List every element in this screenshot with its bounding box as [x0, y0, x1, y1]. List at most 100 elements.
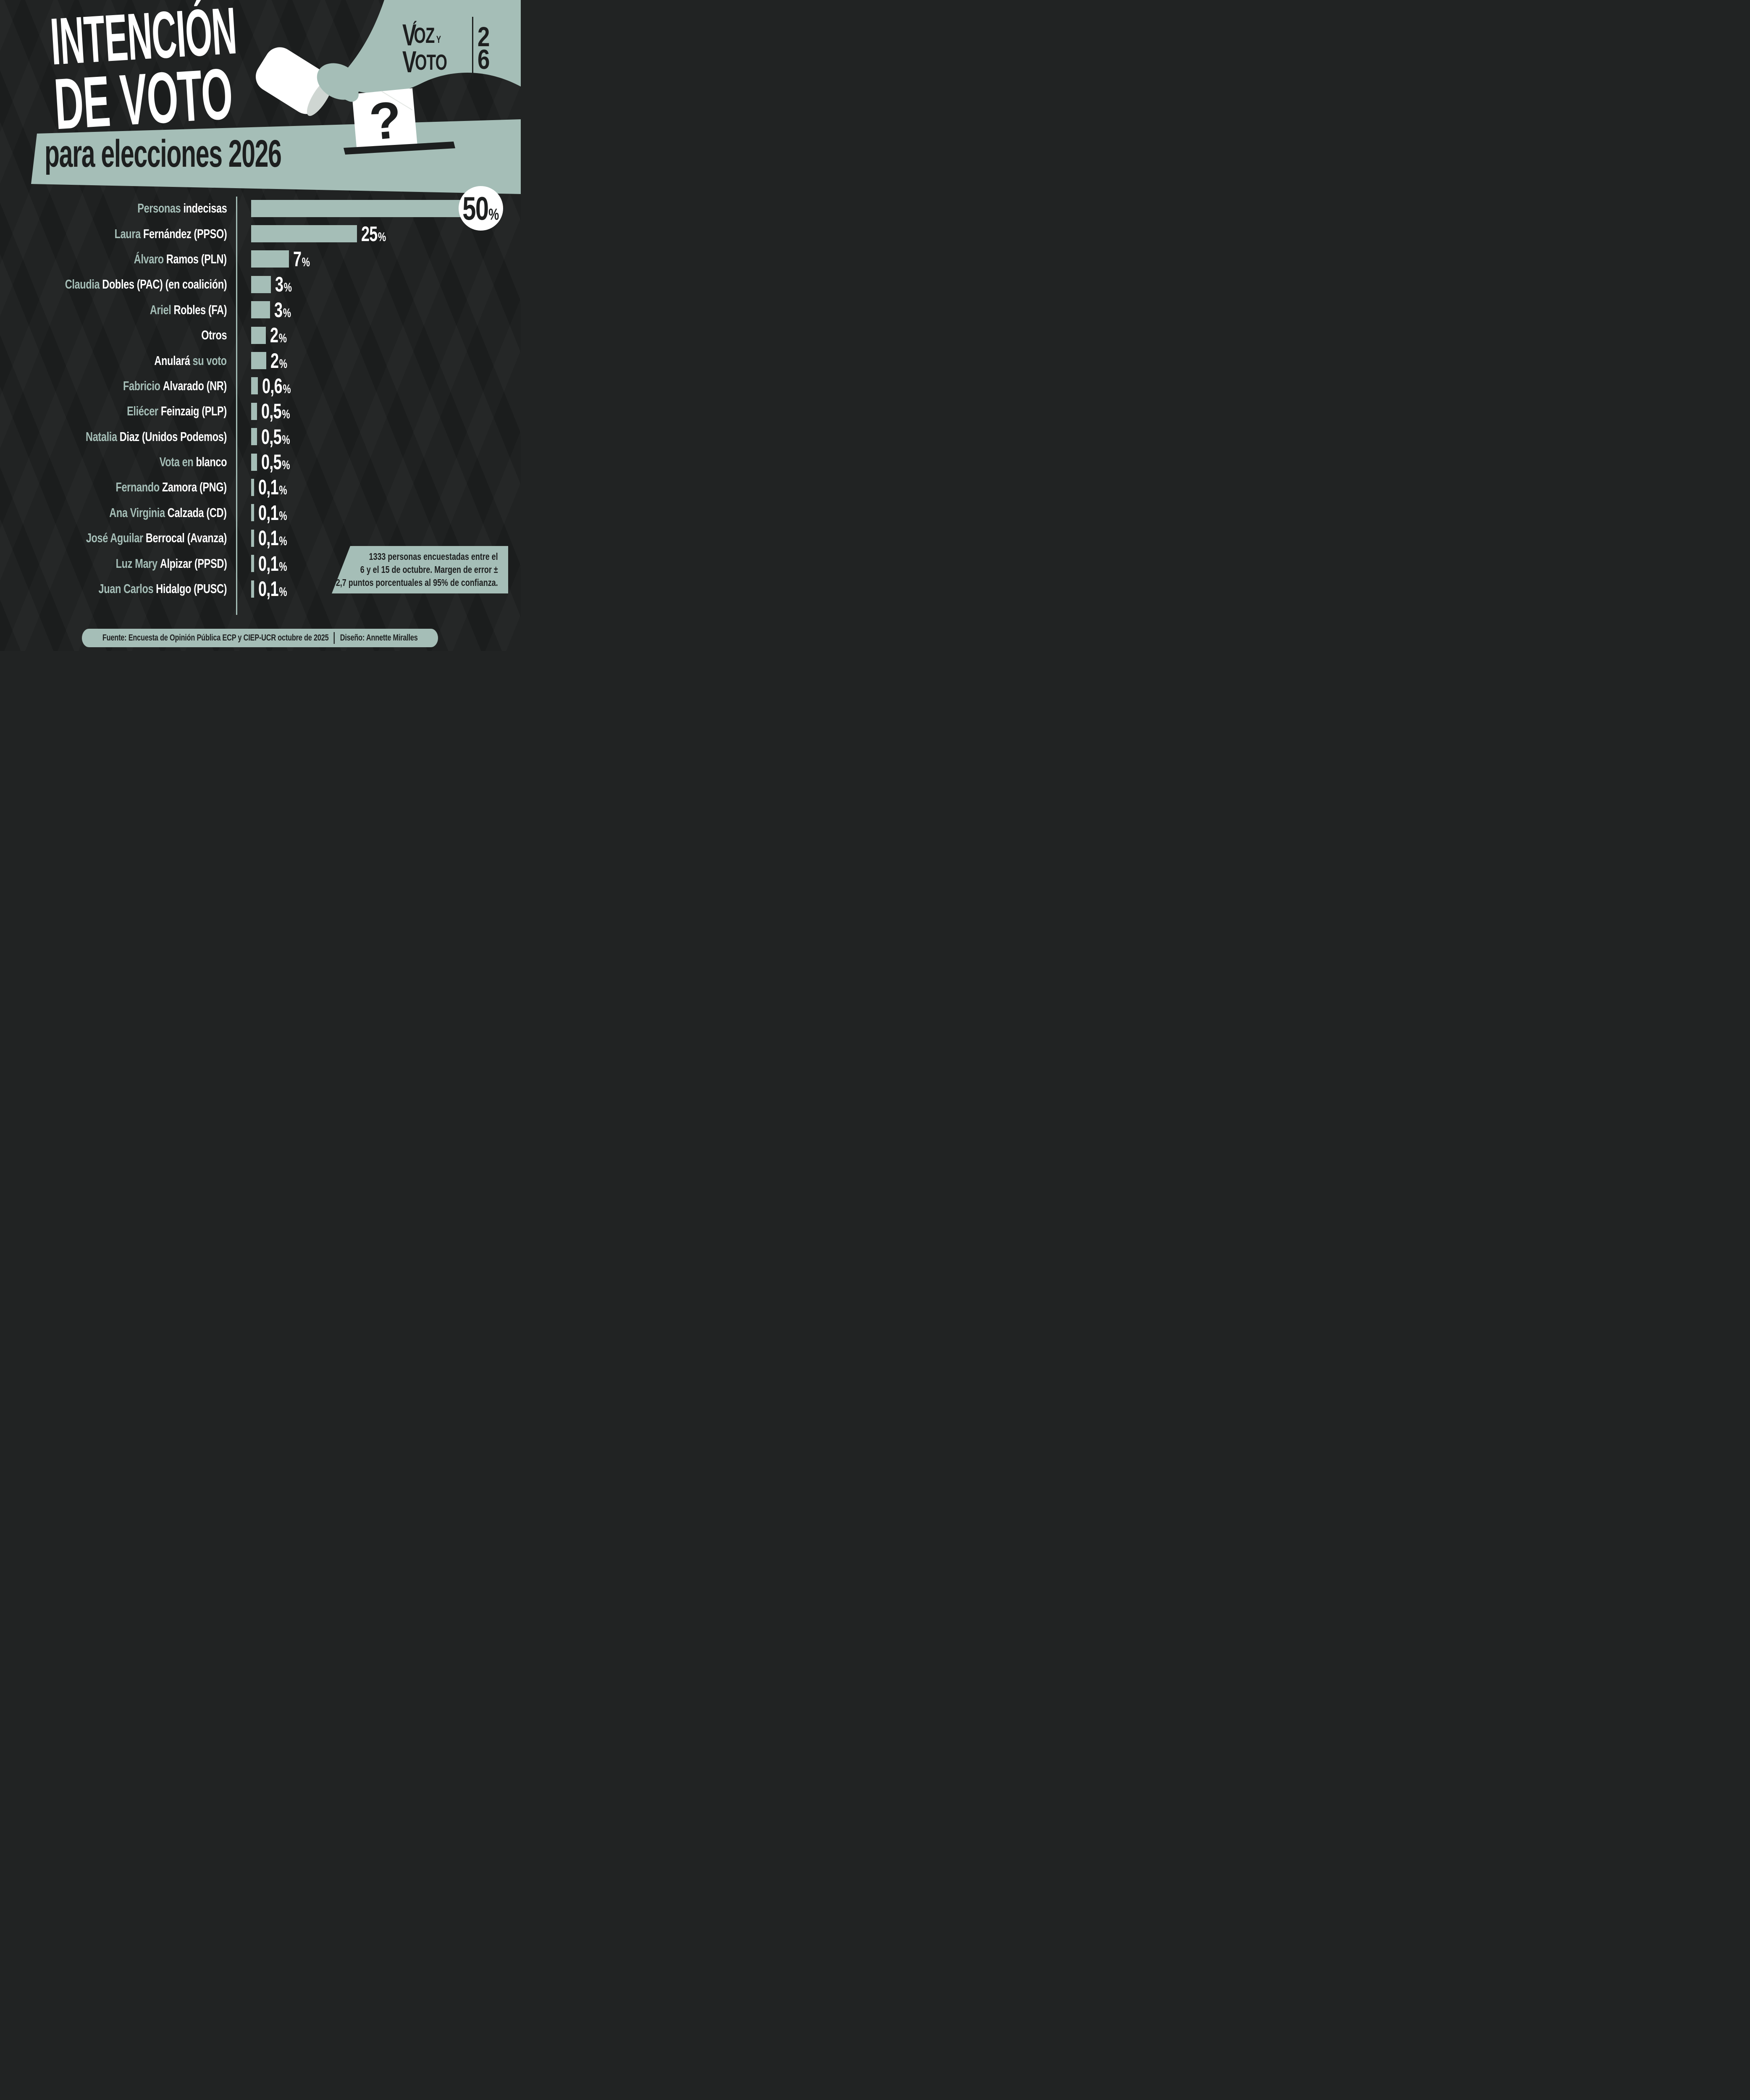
- row-value: 3%: [274, 299, 291, 320]
- value-percent-sign: %: [378, 230, 386, 244]
- row-label: Laura Fernández (PPSO): [0, 226, 227, 242]
- value-percent-sign: %: [279, 585, 287, 599]
- row-bar: [251, 276, 271, 293]
- chart-row: Ariel Robles (FA) 3%: [0, 297, 521, 323]
- row-bar: [251, 225, 357, 243]
- row-bar: [251, 326, 266, 344]
- chart-row: Natalia Diaz (Unidos Podemos) 0,5%: [0, 424, 521, 449]
- value-percent-sign: %: [278, 331, 287, 346]
- circle-percent-sign: %: [488, 206, 499, 223]
- chart-row: Luz Mary Alpizar (PPSD) 0,1%: [0, 551, 521, 576]
- logo-words: V´OZ Y VOTO: [402, 16, 466, 80]
- page-title: INTENCIÓN DE VOTO: [48, 0, 413, 144]
- row-bar: [251, 200, 461, 217]
- row-value-circle: 50%: [459, 186, 503, 231]
- row-label: Fabricio Alvarado (NR): [0, 378, 227, 394]
- row-label-rest: Feinzaig (PLP): [161, 404, 227, 419]
- row-label-accent: Personas: [137, 201, 181, 216]
- value-number: 0,5: [261, 425, 282, 449]
- chart-row: Anulará su voto 2%: [0, 348, 521, 373]
- row-bar: [251, 301, 270, 319]
- row-label-rest: Otros: [201, 328, 227, 343]
- banner-subtitle: para elecciones 2026: [45, 132, 282, 175]
- row-label-accent: Laura: [114, 226, 141, 241]
- value-percent-sign: %: [279, 509, 287, 523]
- row-bar: [251, 580, 254, 598]
- chart-row: Eliécer Feinzaig (PLP) 0,5%: [0, 399, 521, 424]
- row-bar: [251, 453, 257, 471]
- row-label: Natalia Diaz (Unidos Podemos): [0, 429, 227, 444]
- row-label-rest: Alpizar (PPSD): [160, 556, 227, 571]
- row-label-rest: blanco: [196, 454, 227, 470]
- row-label-accent: Eliécer: [127, 404, 158, 419]
- design-credit-text: Diseño: Annette Miralles: [340, 633, 418, 643]
- value-percent-sign: %: [283, 281, 292, 295]
- row-label: Eliécer Feinzaig (PLP): [0, 404, 227, 419]
- row-label-rest: Anulará: [154, 353, 190, 368]
- chart-row: Laura Fernández (PPSO) 25%: [0, 221, 521, 246]
- row-label-accent: Ariel: [150, 302, 171, 317]
- voz-y-voto-logo: V´OZ Y VOTO 2 6: [402, 16, 493, 80]
- value-number: 0,6: [262, 374, 283, 398]
- row-label-rest: Berrocal (Avanza): [145, 530, 227, 546]
- row-label-accent: Juan Carlos: [98, 581, 154, 596]
- value-percent-sign: %: [279, 559, 287, 574]
- chart-row: Otros 2%: [0, 323, 521, 348]
- row-value: 0,5%: [261, 452, 290, 472]
- row-label: Ana Virginia Calzada (CD): [0, 505, 227, 520]
- source-ribbon: Fuente: Encuesta de Opinión Pública ECP …: [82, 629, 438, 647]
- row-value: 25%: [361, 223, 386, 244]
- value-number: 0,1: [258, 526, 279, 550]
- row-label: Claudia Dobles (PAC) (en coalición): [0, 277, 227, 292]
- row-label-accent: su voto: [192, 353, 227, 368]
- value-number: 0,5: [261, 450, 282, 474]
- logo-divider: [472, 17, 473, 79]
- chart-row: Fabricio Alvarado (NR) 0,6%: [0, 373, 521, 399]
- value-number: 2: [270, 323, 278, 347]
- value-number: 25: [361, 222, 378, 246]
- row-label-rest: Diaz (Unidos Podemos): [119, 429, 227, 444]
- methodology-line-1: 1333 personas encuestadas entre el: [369, 551, 498, 562]
- row-label: Fernando Zamora (PNG): [0, 480, 227, 495]
- banner-band: para elecciones 2026: [31, 119, 521, 194]
- row-label: Juan Carlos Hidalgo (PUSC): [0, 581, 227, 596]
- logo-year-bottom: 6: [477, 44, 490, 75]
- row-label: Álvaro Ramos (PLN): [0, 252, 227, 267]
- infographic-poster: para elecciones 2026 ? V´OZ Y VOTO 2 6: [0, 0, 521, 651]
- chart-row: Juan Carlos Hidalgo (PUSC) 0,1%: [0, 576, 521, 601]
- chart-row: Claudia Dobles (PAC) (en coalición) 3%: [0, 272, 521, 297]
- methodology-note: 1333 personas encuestadas entre el 6 y e…: [332, 546, 508, 593]
- value-percent-sign: %: [279, 534, 287, 549]
- methodology-line-2: 6 y el 15 de octubre. Margen de error ±: [360, 564, 498, 575]
- row-label-accent: Luz Mary: [115, 556, 157, 571]
- chart-row: Ana Virginia Calzada (CD) 0,1%: [0, 500, 521, 525]
- row-value: 0,1%: [258, 528, 287, 549]
- row-value: 0,1%: [258, 502, 287, 523]
- row-label-accent: José Aguilar: [86, 530, 143, 546]
- row-label-rest: Alvarado (NR): [163, 378, 227, 393]
- chart-row: Fernando Zamora (PNG) 0,1%: [0, 475, 521, 500]
- row-label-rest: Robles (FA): [173, 302, 227, 317]
- row-value: 0,6%: [262, 375, 291, 396]
- row-label-rest: Calzada (CD): [168, 505, 227, 520]
- value-percent-sign: %: [279, 357, 287, 371]
- source-text: Fuente: Encuesta de Opinión Pública ECP …: [102, 633, 329, 643]
- value-percent-sign: %: [283, 382, 291, 396]
- row-value: 3%: [275, 274, 292, 295]
- logo-year: 2 6: [478, 16, 493, 80]
- row-value: 0,1%: [258, 553, 287, 574]
- value-number: 0,1: [258, 501, 279, 525]
- logo-line-voto: VOTO: [402, 45, 447, 79]
- row-label-rest: Hidalgo (PUSC): [156, 581, 227, 596]
- chart-row: Vota en blanco 0,5%: [0, 449, 521, 475]
- row-value: 7%: [293, 249, 310, 270]
- row-label-rest: Zamora (PNG): [162, 480, 227, 495]
- row-bar: [251, 504, 254, 522]
- value-percent-sign: %: [283, 306, 291, 320]
- value-percent-sign: %: [279, 483, 287, 498]
- value-percent-sign: %: [282, 407, 290, 422]
- row-label: Personas indecisas: [0, 201, 227, 216]
- row-label: Vota en blanco: [0, 454, 227, 470]
- value-number: 3: [275, 273, 283, 297]
- row-bar: [251, 529, 254, 547]
